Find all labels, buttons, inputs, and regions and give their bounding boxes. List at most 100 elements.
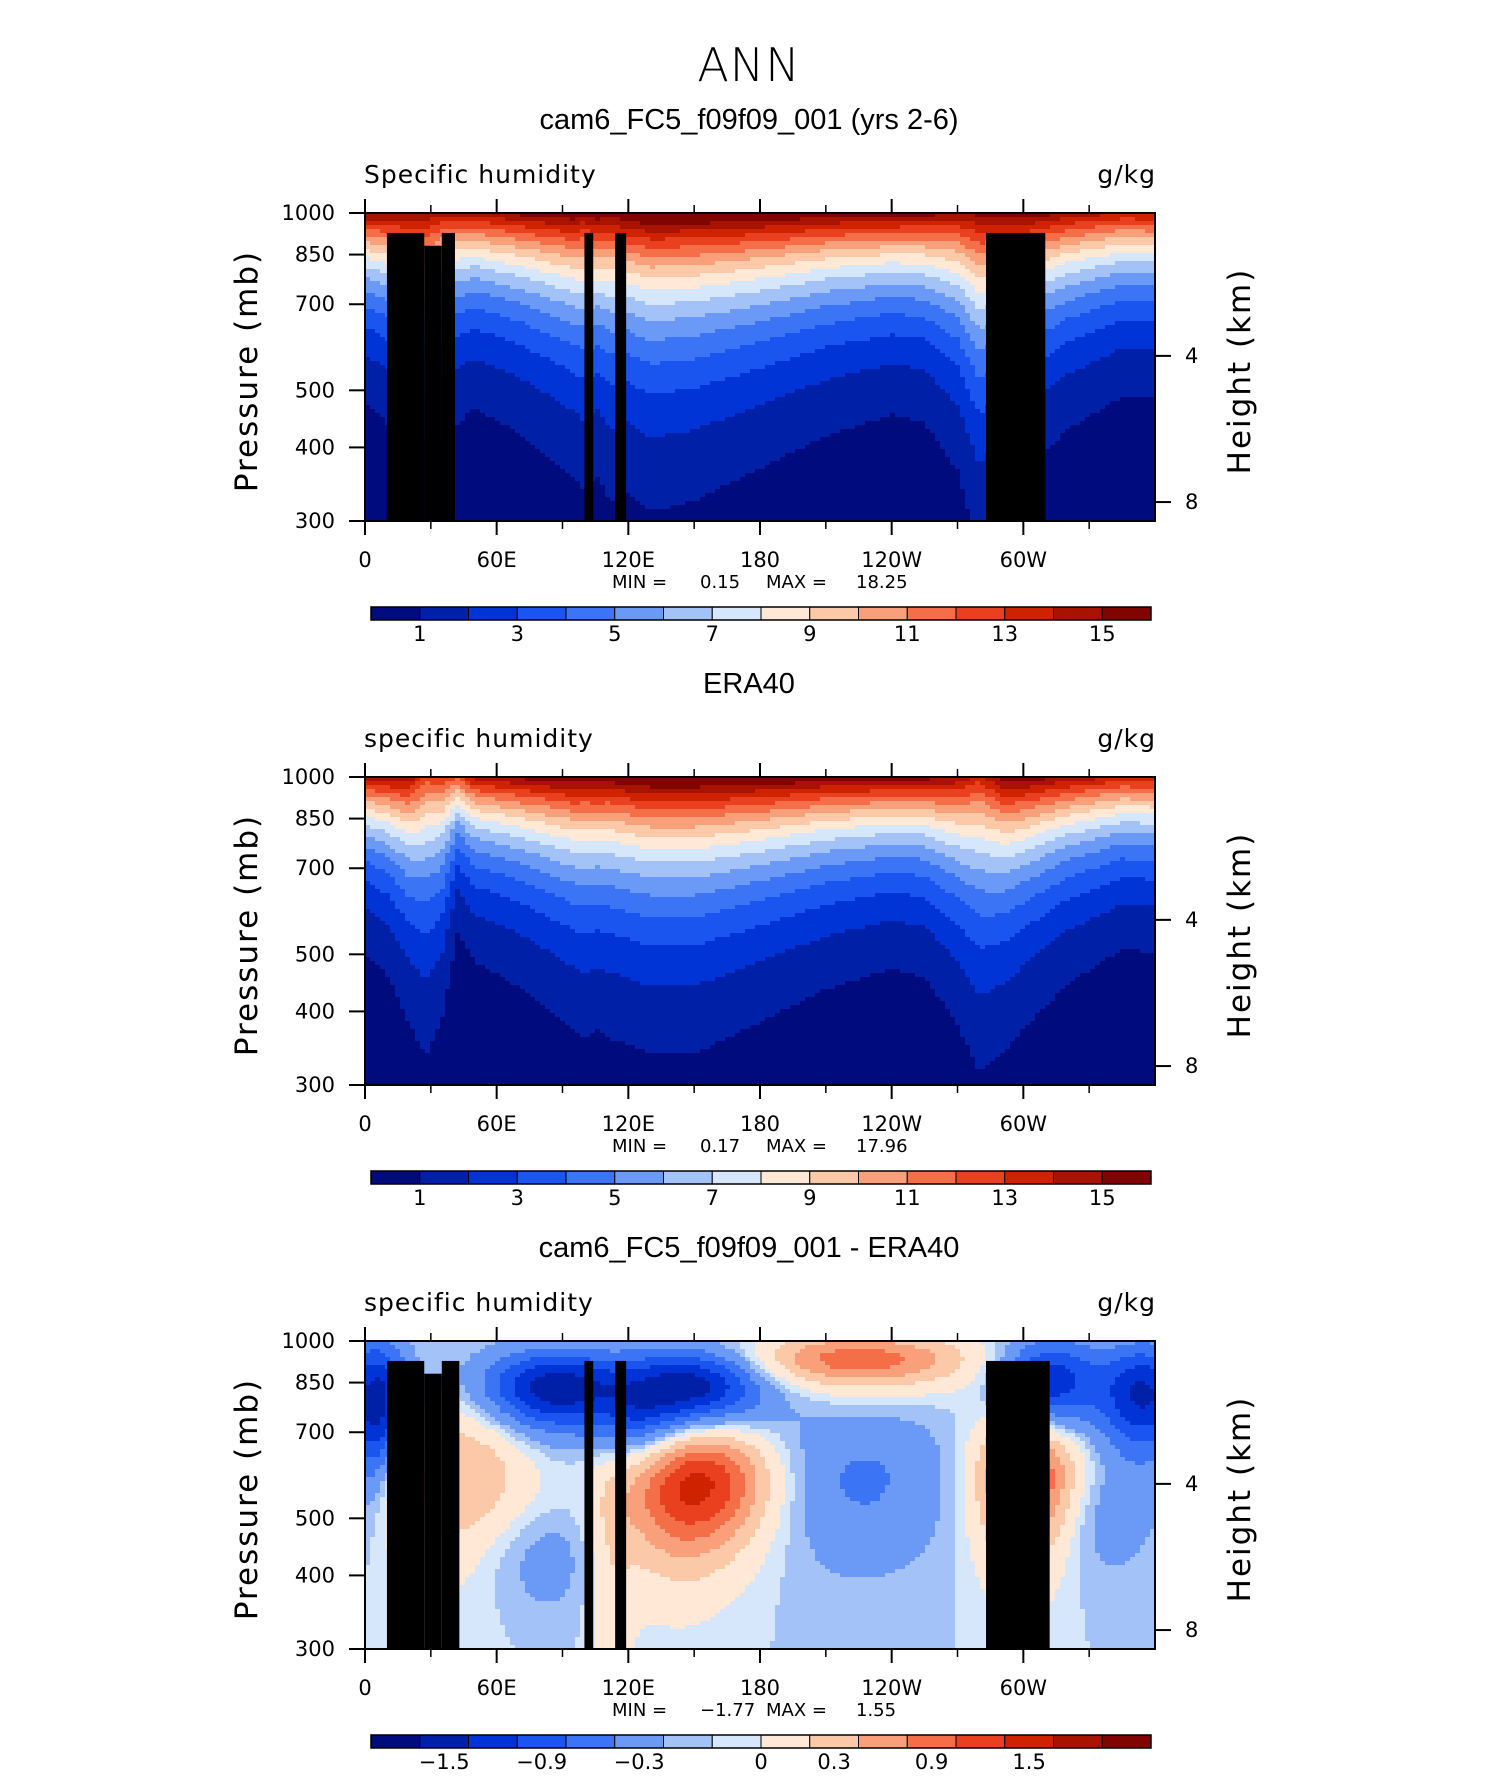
contour-cell — [895, 789, 901, 798]
contour-cell — [685, 829, 691, 838]
contour-cell — [365, 809, 371, 818]
contour-cell — [960, 417, 966, 490]
contour-cell — [785, 225, 791, 234]
contour-cell — [630, 845, 636, 858]
contour-cell — [855, 221, 861, 230]
contour-cell — [585, 777, 591, 782]
contour-cell — [695, 277, 701, 290]
contour-cell — [470, 221, 476, 230]
contour-cell — [1010, 781, 1016, 790]
contour-cell — [810, 309, 816, 330]
contour-cell — [980, 377, 986, 414]
contour-cell — [865, 249, 871, 258]
contour-cell — [690, 985, 696, 1054]
contour-cell — [960, 349, 966, 378]
contour-cell — [800, 809, 806, 818]
contour-cell — [630, 941, 636, 982]
contour-cell — [555, 289, 561, 302]
contour-cell — [745, 249, 751, 262]
contour-cell — [710, 941, 716, 982]
contour-cell — [600, 905, 606, 934]
contour-cell — [750, 409, 756, 474]
contour-cell — [840, 213, 846, 218]
contour-cell — [570, 257, 576, 270]
contour-cell — [555, 217, 561, 226]
contour-cell — [1010, 937, 1016, 978]
contour-cell — [955, 317, 961, 338]
contour-cell — [1025, 817, 1031, 830]
contour-cell — [620, 821, 626, 834]
contour-cell — [835, 797, 841, 806]
contour-cell — [645, 801, 651, 810]
contour-cell — [565, 265, 571, 278]
contour-cell — [1100, 277, 1106, 290]
contour-cell — [450, 809, 456, 822]
contour-cell — [475, 837, 481, 854]
contour-cell — [745, 213, 751, 222]
contour-cell — [750, 821, 756, 830]
contour-cell — [960, 781, 966, 790]
contour-cell — [1055, 809, 1061, 818]
contour-cell — [485, 781, 491, 786]
contour-cell — [890, 801, 896, 810]
contour-cell — [950, 921, 956, 958]
contour-cell — [825, 881, 831, 906]
contour-cell — [525, 217, 531, 222]
contour-cell — [840, 881, 846, 902]
contour-cell — [540, 1005, 546, 1085]
contour-cell — [640, 1049, 646, 1085]
contour-cell — [405, 957, 411, 1022]
contour-cell — [875, 233, 881, 242]
contour-cell — [880, 365, 886, 418]
contour-cell — [925, 785, 931, 790]
contour-cell — [780, 1009, 786, 1085]
contour-cell — [555, 861, 561, 878]
contour-cell — [590, 869, 596, 886]
contour-cell — [500, 369, 506, 426]
contour-cell — [505, 285, 511, 302]
contour-cell — [685, 257, 691, 266]
contour-cell — [505, 825, 511, 834]
contour-cell — [970, 301, 976, 322]
contour-cell — [940, 389, 946, 450]
contour-cell — [855, 257, 861, 266]
contour-cell — [620, 889, 626, 910]
contour-cell — [455, 213, 461, 218]
contour-cell — [430, 873, 436, 898]
contour-cell — [790, 297, 796, 314]
contour-cell — [1130, 285, 1136, 302]
contour-cell — [475, 361, 481, 410]
contour-cell — [580, 213, 586, 218]
contour-cell — [460, 281, 466, 298]
contour-cell — [530, 853, 536, 870]
contour-cell — [1105, 237, 1111, 246]
contour-cell — [1055, 257, 1061, 266]
contour-cell — [625, 221, 631, 230]
contour-cell — [810, 353, 816, 386]
contour-cell — [1030, 897, 1036, 922]
contour-cell — [510, 265, 516, 274]
contour-cell — [750, 345, 756, 370]
contour-cell — [565, 277, 571, 290]
contour-cell — [900, 801, 906, 810]
contour-cell — [505, 861, 511, 878]
contour-cell — [545, 313, 551, 334]
contour-cell — [1030, 837, 1036, 850]
contour-cell — [745, 1029, 751, 1085]
contour-cell — [1065, 229, 1071, 238]
contour-cell — [750, 213, 756, 222]
contour-cell — [865, 233, 871, 242]
contour-cell — [795, 833, 801, 846]
contour-cell — [965, 813, 971, 826]
contour-cell — [940, 233, 946, 242]
contour-cell — [720, 889, 726, 910]
contour-cell — [1050, 785, 1056, 790]
contour-cell — [570, 249, 576, 258]
contour-cell — [890, 893, 896, 922]
contour-cell — [560, 257, 566, 266]
contour-cell — [560, 245, 566, 258]
contour-cell — [755, 865, 761, 882]
contour-cell — [1125, 245, 1131, 254]
contour-cell — [400, 801, 406, 814]
contour-cell — [685, 917, 691, 946]
